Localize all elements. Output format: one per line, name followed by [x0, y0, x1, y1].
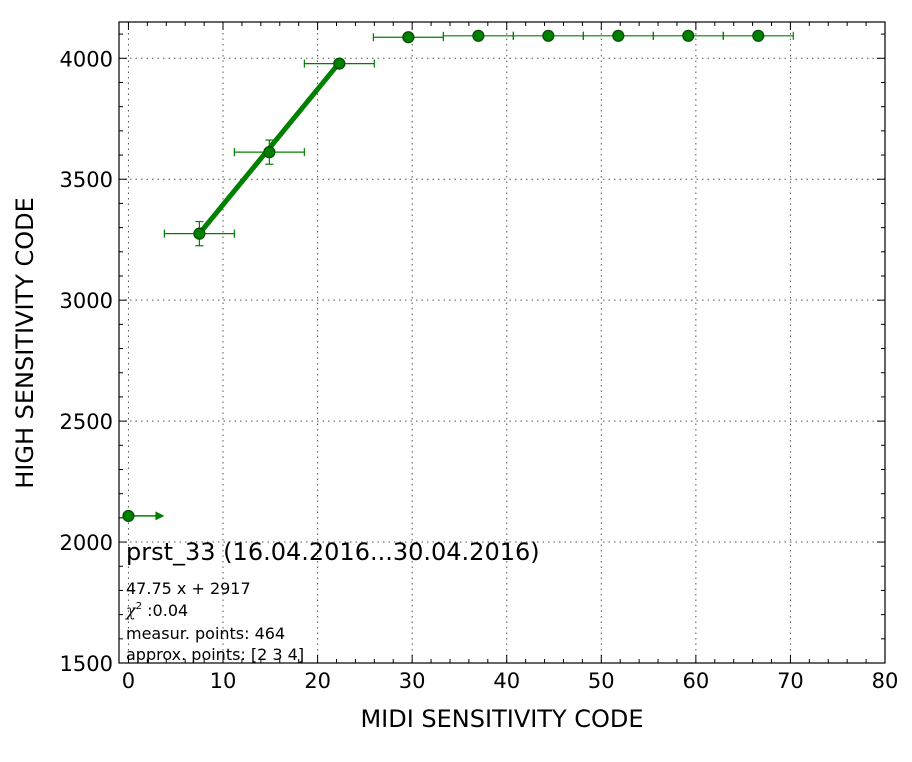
x-tick-label: 80	[872, 669, 899, 693]
x-tick-label: 30	[399, 669, 426, 693]
x-tick-label: 40	[493, 669, 520, 693]
x-tick-label: 60	[682, 669, 709, 693]
y-tick-label: 2000	[60, 531, 113, 555]
x-tick-label: 50	[588, 669, 615, 693]
annotation-measur-points: measur. points: 464	[126, 624, 285, 643]
y-tick-label: 3500	[60, 168, 113, 192]
annotation-approx-points: approx. points: [2 3 4]	[126, 645, 304, 664]
x-tick-label: 10	[210, 669, 237, 693]
data-point-marker	[402, 31, 415, 44]
arrow-head	[155, 511, 165, 521]
data-point-marker	[682, 29, 695, 42]
y-axis-title: HIGH SENSITIVITY CODE	[11, 197, 39, 489]
data-point-marker	[542, 29, 555, 42]
data-point-marker	[193, 227, 206, 240]
data-point-marker	[472, 29, 485, 42]
x-tick-label: 0	[122, 669, 135, 693]
tick-labels: 0 10 20 30 40 50 60 70 80 1500 2000 2500 3000 3500 400…	[60, 47, 899, 693]
data-point-marker	[612, 29, 625, 42]
data-point-marker	[752, 29, 765, 42]
annotation-chi2: χ2 :0.04	[125, 601, 188, 620]
data-point-marker	[263, 146, 276, 159]
annotation-equation: 47.75 x + 2917	[126, 579, 251, 598]
chi-superscript: 2	[136, 601, 142, 612]
y-tick-label: 1500	[60, 652, 113, 676]
axis-ticks	[119, 22, 886, 664]
plot-frame	[118, 21, 886, 664]
x-axis-title: MIDI SENSITIVITY CODE	[360, 705, 643, 733]
x-tick-label: 20	[304, 669, 331, 693]
y-tick-label: 2500	[60, 410, 113, 434]
data-point-marker	[122, 509, 135, 523]
y-tick-label: 3000	[60, 289, 113, 313]
data-markers	[122, 29, 765, 523]
data-point-marker	[333, 57, 346, 70]
annotation-title: prst_33 (16.04.2016...30.04.2016)	[126, 538, 540, 566]
chi-value: :0.04	[142, 601, 188, 620]
x-tick-label: 70	[777, 669, 804, 693]
chi-symbol: χ	[125, 601, 137, 620]
y-tick-label: 4000	[60, 47, 113, 71]
